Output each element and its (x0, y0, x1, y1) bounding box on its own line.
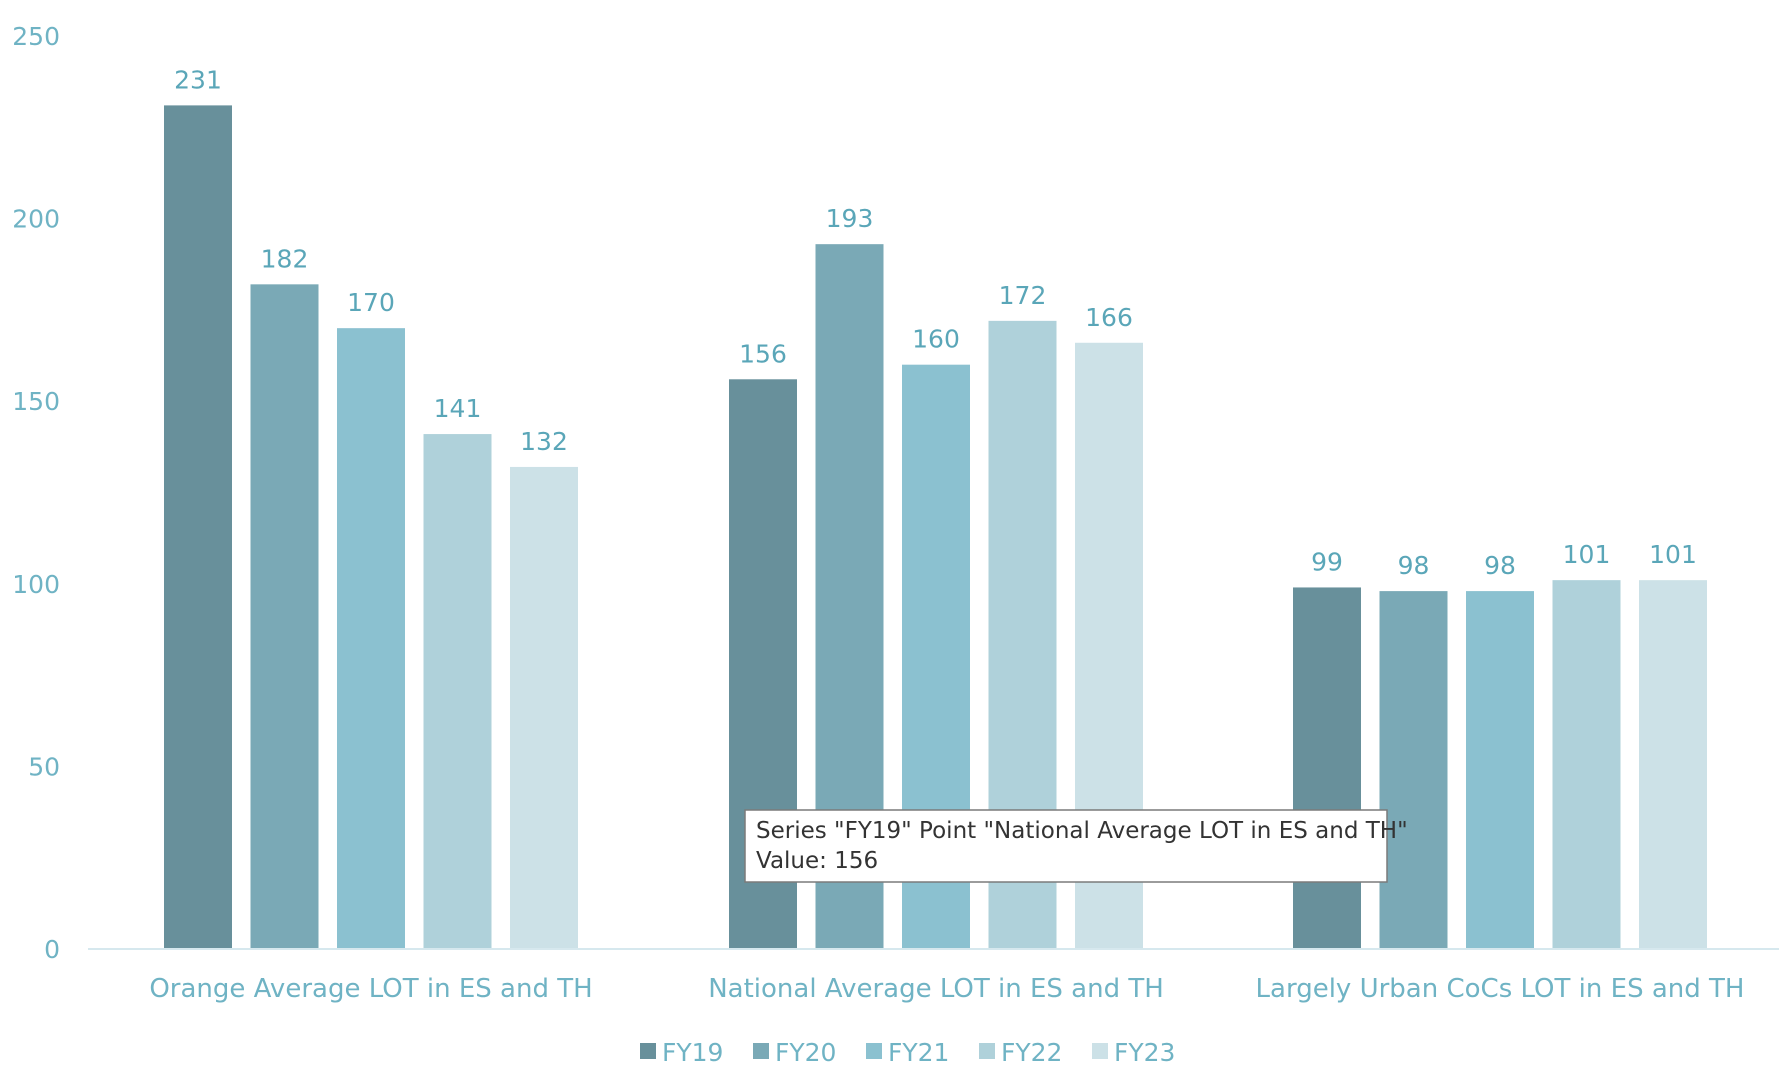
data-label: 132 (520, 427, 568, 456)
category-label: Orange Average LOT in ES and TH (149, 974, 592, 1004)
data-label: 141 (434, 394, 482, 423)
bar-fy20-1[interactable] (250, 284, 319, 949)
data-label: 156 (739, 339, 787, 368)
data-label: 182 (261, 244, 309, 273)
data-label: 231 (174, 65, 222, 94)
y-tick-label: 100 (12, 570, 60, 599)
legend-swatch-fy22 (979, 1043, 995, 1059)
data-label: 98 (1484, 551, 1516, 580)
bar-fy19-3[interactable] (1293, 587, 1361, 949)
bar-fy19-1[interactable] (164, 105, 232, 949)
bar-fy20-3[interactable] (1379, 591, 1448, 949)
legend-swatch-fy23 (1092, 1043, 1108, 1059)
tooltip-line-1: Series "FY19" Point "National Average LO… (756, 818, 1408, 844)
legend-swatch-fy20 (753, 1043, 769, 1059)
data-label: 98 (1398, 551, 1430, 580)
y-tick-label: 200 (12, 205, 60, 234)
data-labels: 231 182 170 141 132 156 193 160 172 166 99 98 98 101 1… (174, 65, 1697, 580)
bar-fy21-1[interactable] (337, 328, 405, 949)
bar-fy23-3[interactable] (1639, 580, 1707, 949)
data-label: 99 (1311, 547, 1343, 576)
bar-fy21-3[interactable] (1466, 591, 1534, 949)
category-label: Largely Urban CoCs LOT in ES and TH (1256, 974, 1745, 1004)
bar-fy22-3[interactable] (1552, 580, 1621, 949)
legend-swatch-fy19 (640, 1043, 656, 1059)
y-tick-label: 0 (44, 935, 60, 964)
legend-label-fy23: FY23 (1114, 1038, 1175, 1063)
legend-label-fy19: FY19 (662, 1038, 723, 1063)
y-tick-label: 150 (12, 387, 60, 416)
data-label: 160 (912, 325, 960, 354)
y-tick-label: 250 (12, 22, 60, 51)
y-tick-label: 50 (28, 752, 60, 781)
category-label: National Average LOT in ES and TH (708, 974, 1164, 1004)
legend: FY19 FY20 FY21 FY22 FY23 (640, 1038, 1175, 1067)
y-axis: 0 50 100 150 200 250 (12, 22, 60, 964)
tooltip: Series "FY19" Point "National Average LO… (744, 809, 1408, 883)
category-labels: Orange Average LOT in ES and TH National … (149, 974, 1744, 1004)
data-label: 172 (999, 281, 1047, 310)
legend-swatch-fy21 (866, 1043, 882, 1059)
bar-fy23-1[interactable] (510, 466, 578, 949)
bar-fy22-1[interactable] (423, 434, 492, 949)
data-label: 101 (1563, 540, 1611, 569)
legend-label-fy20: FY20 (775, 1038, 836, 1063)
legend-label-fy22: FY22 (1001, 1038, 1062, 1063)
data-label: 193 (826, 204, 874, 233)
tooltip-box (744, 809, 1388, 883)
data-label: 170 (347, 288, 395, 317)
data-label: 101 (1649, 540, 1697, 569)
tooltip-line-2: Value: 156 (756, 848, 878, 874)
legend-label-fy21: FY21 (888, 1038, 949, 1063)
data-label: 166 (1085, 303, 1133, 332)
